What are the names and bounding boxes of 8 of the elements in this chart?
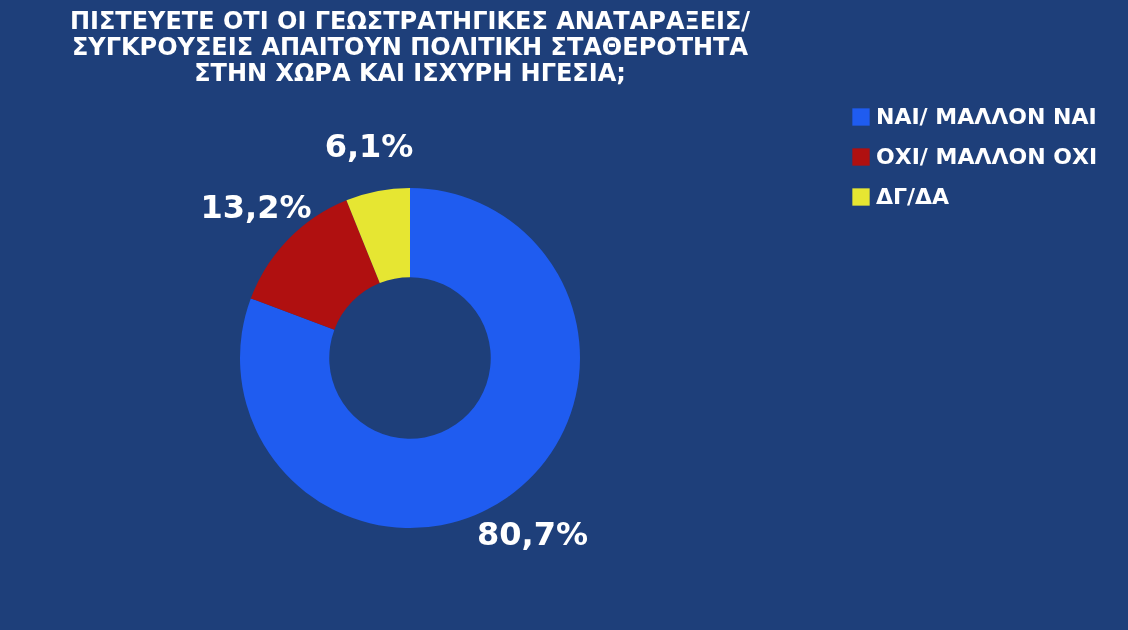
legend-label: ΝΑΙ/ ΜΑΛΛΟΝ ΝΑΙ: [876, 104, 1097, 129]
data-label: 13,2%: [200, 187, 312, 226]
legend-label: ΔΓ/ΔΑ: [876, 184, 950, 209]
legend-label: ΟΧΙ/ ΜΑΛΛΟΝ ΟΧΙ: [876, 144, 1098, 169]
donut-slice: [346, 188, 410, 284]
chart-title: ΠΙΣΤΕΥΕΤΕ ΟΤΙ ΟΙ ΓΕΩΣΤΡΑΤΗΓΙΚΕΣ ΑΝΑΤΑΡΑΞΕΙΣ/ ΣΥΓΚΡΟΥΣΕΙΣ ΑΠΑΙΤΟΥΝ ΠΟΛΙΤΙΚΗ ΣΤΑΘΕΡΟΤΗΤΑ ΣΤΗΝ ΧΩΡΑ ΚΑΙ ΙΣΧΥΡΗ ΗΓΕΣΙΑ;: [69, 7, 751, 87]
data-label: 6,1%: [324, 126, 414, 165]
data-label: 80,7%: [477, 514, 589, 553]
